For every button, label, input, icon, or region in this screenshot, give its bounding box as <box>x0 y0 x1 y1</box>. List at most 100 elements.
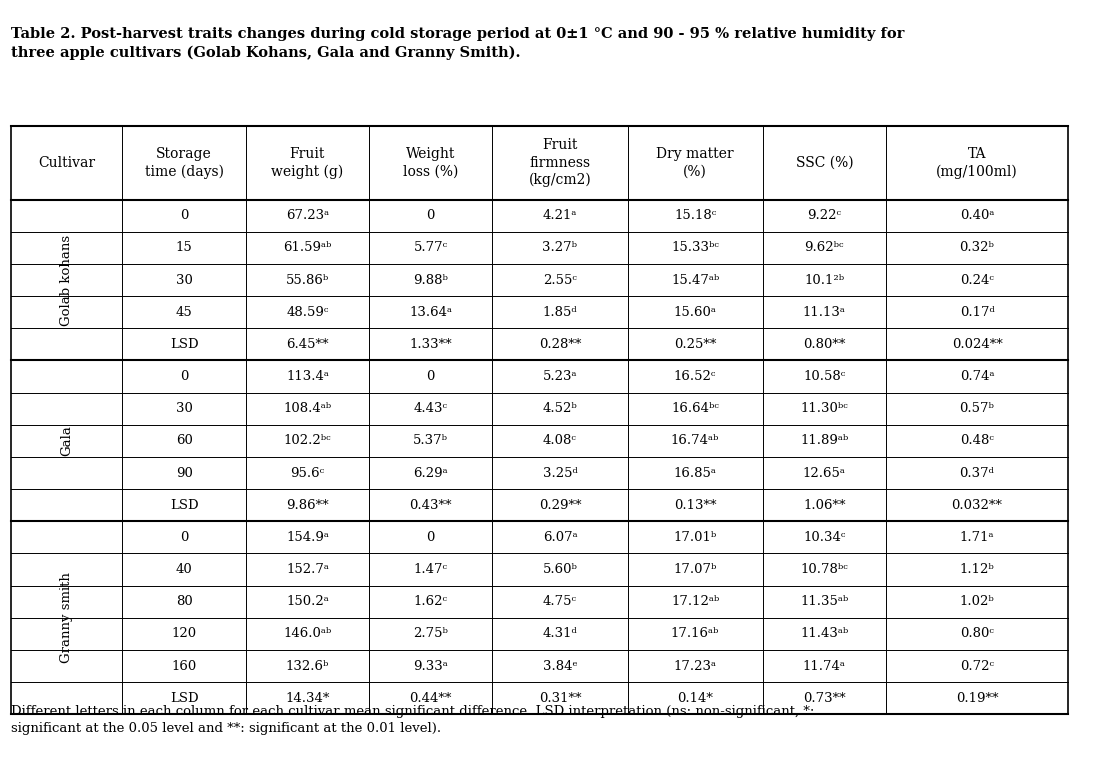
Text: 15.33ᵇᶜ: 15.33ᵇᶜ <box>671 241 719 254</box>
Text: 16.52ᶜ: 16.52ᶜ <box>674 370 716 383</box>
Text: 67.23ᵃ: 67.23ᵃ <box>286 209 329 222</box>
Text: 0.48ᶜ: 0.48ᶜ <box>960 435 994 448</box>
Text: 9.86**: 9.86** <box>286 499 329 512</box>
Text: 0.80ᶜ: 0.80ᶜ <box>960 627 994 640</box>
Text: 11.30ᵇᶜ: 11.30ᵇᶜ <box>800 402 848 415</box>
Text: Dry matter
(%): Dry matter (%) <box>656 147 734 179</box>
Text: 4.43ᶜ: 4.43ᶜ <box>414 402 448 415</box>
Text: Storage
time (days): Storage time (days) <box>145 147 223 179</box>
Text: 108.4ᵃᵇ: 108.4ᵃᵇ <box>283 402 331 415</box>
Text: 40: 40 <box>175 563 192 576</box>
Text: 6.07ᵃ: 6.07ᵃ <box>542 531 577 544</box>
Text: 4.52ᵇ: 4.52ᵇ <box>542 402 577 415</box>
Text: 5.23ᵃ: 5.23ᵃ <box>542 370 577 383</box>
Text: 95.6ᶜ: 95.6ᶜ <box>290 467 325 480</box>
Text: 150.2ᵃ: 150.2ᵃ <box>286 595 329 608</box>
Text: 90: 90 <box>175 467 192 480</box>
Text: 10.1²ᵇ: 10.1²ᵇ <box>805 274 845 286</box>
Text: 1.47ᶜ: 1.47ᶜ <box>414 563 448 576</box>
Text: Cultivar: Cultivar <box>38 156 95 170</box>
Text: 14.34*: 14.34* <box>286 691 329 704</box>
Text: 0.14*: 0.14* <box>677 691 713 704</box>
Text: Table 2. Post-harvest traits changes during cold storage period at 0±1 °C and 90: Table 2. Post-harvest traits changes dur… <box>11 27 904 60</box>
Text: 1.33**: 1.33** <box>410 338 452 351</box>
Text: 0: 0 <box>426 370 435 383</box>
Text: 0.43**: 0.43** <box>410 499 452 512</box>
Text: 12.65ᵃ: 12.65ᵃ <box>802 467 846 480</box>
Text: 17.16ᵃᵇ: 17.16ᵃᵇ <box>671 627 720 640</box>
Text: 102.2ᵇᶜ: 102.2ᵇᶜ <box>283 435 331 448</box>
Text: 0.29**: 0.29** <box>539 499 581 512</box>
Text: 3.27ᵇ: 3.27ᵇ <box>542 241 577 254</box>
Text: 0: 0 <box>180 531 189 544</box>
Text: 16.64ᵇᶜ: 16.64ᵇᶜ <box>671 402 719 415</box>
Text: 2.55ᶜ: 2.55ᶜ <box>543 274 577 286</box>
Text: Golab kohans: Golab kohans <box>60 235 73 325</box>
Text: 10.34ᶜ: 10.34ᶜ <box>804 531 846 544</box>
Text: 0.74ᵃ: 0.74ᵃ <box>960 370 994 383</box>
Text: 10.58ᶜ: 10.58ᶜ <box>804 370 846 383</box>
Text: 9.22ᶜ: 9.22ᶜ <box>807 209 841 222</box>
Text: 152.7ᵃ: 152.7ᵃ <box>286 563 329 576</box>
Text: 15.47ᵃᵇ: 15.47ᵃᵇ <box>671 274 719 286</box>
Text: 17.12ᵃᵇ: 17.12ᵃᵇ <box>671 595 719 608</box>
Text: 1.12ᵇ: 1.12ᵇ <box>960 563 994 576</box>
Text: Fruit
firmness
(kg/cm2): Fruit firmness (kg/cm2) <box>529 138 591 187</box>
Text: 61.59ᵃᵇ: 61.59ᵃᵇ <box>283 241 331 254</box>
Text: 0.44**: 0.44** <box>410 691 452 704</box>
Text: 17.01ᵇ: 17.01ᵇ <box>673 531 716 544</box>
Text: 11.43ᵃᵇ: 11.43ᵃᵇ <box>800 627 848 640</box>
Text: SSC (%): SSC (%) <box>796 156 853 170</box>
Text: 0.31**: 0.31** <box>539 691 581 704</box>
Text: LSD: LSD <box>170 499 199 512</box>
Text: 0.28**: 0.28** <box>539 338 581 351</box>
Text: Different letters in each column for each cultivar mean significant difference. : Different letters in each column for eac… <box>11 705 815 735</box>
Text: 9.88ᵇ: 9.88ᵇ <box>413 274 449 286</box>
Text: 45: 45 <box>175 306 192 319</box>
Text: 5.37ᵇ: 5.37ᵇ <box>413 435 449 448</box>
Text: 30: 30 <box>175 402 192 415</box>
Text: 60: 60 <box>175 435 192 448</box>
Text: 4.31ᵈ: 4.31ᵈ <box>542 627 577 640</box>
Text: 30: 30 <box>175 274 192 286</box>
Text: 0: 0 <box>180 209 189 222</box>
Text: 6.29ᵃ: 6.29ᵃ <box>413 467 449 480</box>
Text: 0.40ᵃ: 0.40ᵃ <box>960 209 994 222</box>
Text: 0.17ᵈ: 0.17ᵈ <box>960 306 994 319</box>
Text: 1.85ᵈ: 1.85ᵈ <box>542 306 577 319</box>
Text: 11.89ᵃᵇ: 11.89ᵃᵇ <box>800 435 848 448</box>
Text: 4.75ᶜ: 4.75ᶜ <box>543 595 577 608</box>
Text: 2.75ᵇ: 2.75ᵇ <box>413 627 449 640</box>
Text: 48.59ᶜ: 48.59ᶜ <box>286 306 328 319</box>
Text: 146.0ᵃᵇ: 146.0ᵃᵇ <box>283 627 331 640</box>
Text: 0.57ᵇ: 0.57ᵇ <box>960 402 994 415</box>
Text: 132.6ᵇ: 132.6ᵇ <box>286 659 329 672</box>
Text: 15.60ᵃ: 15.60ᵃ <box>674 306 716 319</box>
Text: 120: 120 <box>172 627 196 640</box>
Text: LSD: LSD <box>170 338 199 351</box>
Text: LSD: LSD <box>170 691 199 704</box>
Text: 17.07ᵇ: 17.07ᵇ <box>673 563 716 576</box>
Text: 17.23ᵃ: 17.23ᵃ <box>674 659 716 672</box>
Text: TA
(mg/100ml): TA (mg/100ml) <box>936 147 1018 179</box>
Text: 16.85ᵃ: 16.85ᵃ <box>674 467 716 480</box>
Text: 1.06**: 1.06** <box>804 499 846 512</box>
Text: 0.32ᵇ: 0.32ᵇ <box>960 241 994 254</box>
Text: Gala: Gala <box>60 426 73 456</box>
Text: 3.84ᵉ: 3.84ᵉ <box>542 659 577 672</box>
Text: 0.80**: 0.80** <box>804 338 846 351</box>
Text: 1.62ᶜ: 1.62ᶜ <box>414 595 448 608</box>
Text: 0.25**: 0.25** <box>674 338 716 351</box>
Text: 1.71ᵃ: 1.71ᵃ <box>960 531 994 544</box>
Text: 10.78ᵇᶜ: 10.78ᵇᶜ <box>800 563 848 576</box>
Text: 15: 15 <box>175 241 192 254</box>
Text: 15.18ᶜ: 15.18ᶜ <box>674 209 716 222</box>
Text: 113.4ᵃ: 113.4ᵃ <box>286 370 329 383</box>
Text: 0: 0 <box>426 209 435 222</box>
Text: 16.74ᵃᵇ: 16.74ᵃᵇ <box>671 435 720 448</box>
Text: 9.33ᵃ: 9.33ᵃ <box>413 659 449 672</box>
Text: Granny smith: Granny smith <box>60 572 73 663</box>
Text: 1.02ᵇ: 1.02ᵇ <box>960 595 994 608</box>
Text: 9.62ᵇᶜ: 9.62ᵇᶜ <box>805 241 844 254</box>
Text: 6.45**: 6.45** <box>286 338 329 351</box>
